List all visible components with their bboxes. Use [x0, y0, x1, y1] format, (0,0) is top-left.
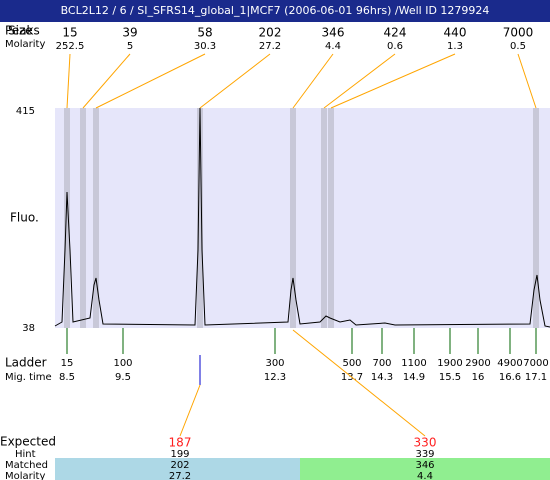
hint-size: 339: [415, 449, 434, 460]
ladder-size: 4900: [497, 358, 522, 369]
ladder-size: 2900: [465, 358, 490, 369]
peak-connector: [82, 53, 131, 109]
peak-connector: [323, 53, 396, 109]
peak-molarity: 27.2: [259, 41, 281, 52]
ladder-size: 15: [61, 358, 74, 369]
y-axis-label: Fluo.: [10, 211, 39, 225]
peak-molarity: 0.5: [510, 41, 526, 52]
peak-connector: [199, 53, 271, 109]
ladder-time: 15.5: [439, 372, 461, 383]
matched-molarity: 4.4: [417, 471, 433, 480]
peak-band: [93, 108, 99, 328]
peak-band: [197, 108, 203, 328]
ladder-time: 14.9: [403, 372, 425, 383]
peak-connector: [95, 53, 206, 109]
hint-label: Hint: [15, 449, 36, 460]
peaks-label: Peaks: [5, 24, 40, 38]
peak-size: 202: [259, 26, 282, 40]
ladder-time: 9.5: [115, 372, 131, 383]
matched-size: 346: [415, 460, 434, 471]
size-label: Size: [8, 24, 33, 38]
ladder-size: 1900: [437, 358, 462, 369]
ladder-time: 8.5: [59, 372, 75, 383]
matched-label: Matched: [5, 460, 48, 471]
peak-size: 58: [197, 26, 212, 40]
matched-band-2: [300, 458, 550, 480]
ladder-time: 14.3: [371, 372, 393, 383]
peak-molarity: 5: [127, 41, 133, 52]
peak-band: [64, 108, 70, 328]
peak-band: [321, 108, 327, 328]
peak-size: 424: [384, 26, 407, 40]
peak-molarity: 252.5: [56, 41, 85, 52]
y-top-label: 415: [16, 106, 35, 117]
matched-molarity: 27.2: [169, 471, 191, 480]
peak-band: [533, 108, 539, 328]
ladder-time: 17.1: [525, 372, 547, 383]
peak-connector: [517, 53, 537, 109]
trace: [54, 107, 550, 328]
ladder-time: 16.6: [499, 372, 521, 383]
expected-label: Expected: [0, 435, 56, 449]
hint-size: 199: [170, 449, 189, 460]
peak-size: 39: [122, 26, 137, 40]
peak-band: [80, 108, 86, 328]
matched-size: 202: [170, 460, 189, 471]
y-bottom-label: 38: [22, 323, 35, 334]
mig-time-label: Mig. time: [5, 372, 52, 383]
peak-molarity: 1.3: [447, 41, 463, 52]
ladder-size: 100: [113, 358, 132, 369]
peak-molarity: 4.4: [325, 41, 341, 52]
ladder-size: 500: [342, 358, 361, 369]
peak-band: [328, 108, 334, 328]
expected-size: 187: [169, 436, 192, 450]
expected-size: 330: [414, 436, 437, 450]
ladder-size: 7000: [523, 358, 548, 369]
peak-molarity: 0.6: [387, 41, 403, 52]
peak-size: 440: [444, 26, 467, 40]
peak-connector: [292, 53, 334, 109]
peak-band: [290, 108, 296, 328]
ladder-time: 12.3: [264, 372, 286, 383]
ladder-size: 1100: [401, 358, 426, 369]
ladder-size: 700: [372, 358, 391, 369]
header-title: BCL2L12 / 6 / SI_SFRS14_global_1|MCF7 (2…: [61, 4, 490, 17]
header-bar: [0, 0, 550, 22]
expected-molarity-label: Molarity: [5, 471, 45, 480]
peak-connector: [66, 53, 71, 109]
ladder-time: 16: [472, 372, 485, 383]
peak-size: 346: [322, 26, 345, 40]
peak-size: 15: [62, 26, 77, 40]
molarity-label: Molarity: [5, 39, 45, 50]
expected-connector: [292, 329, 426, 437]
plot-area: [55, 108, 550, 328]
peak-connector: [330, 53, 456, 109]
peak-size: 7000: [503, 26, 534, 40]
ladder-label: Ladder: [5, 356, 47, 370]
peak-molarity: 30.3: [194, 41, 216, 52]
matched-band-1: [55, 458, 300, 480]
expected-connector: [179, 384, 201, 437]
ladder-size: 300: [265, 358, 284, 369]
